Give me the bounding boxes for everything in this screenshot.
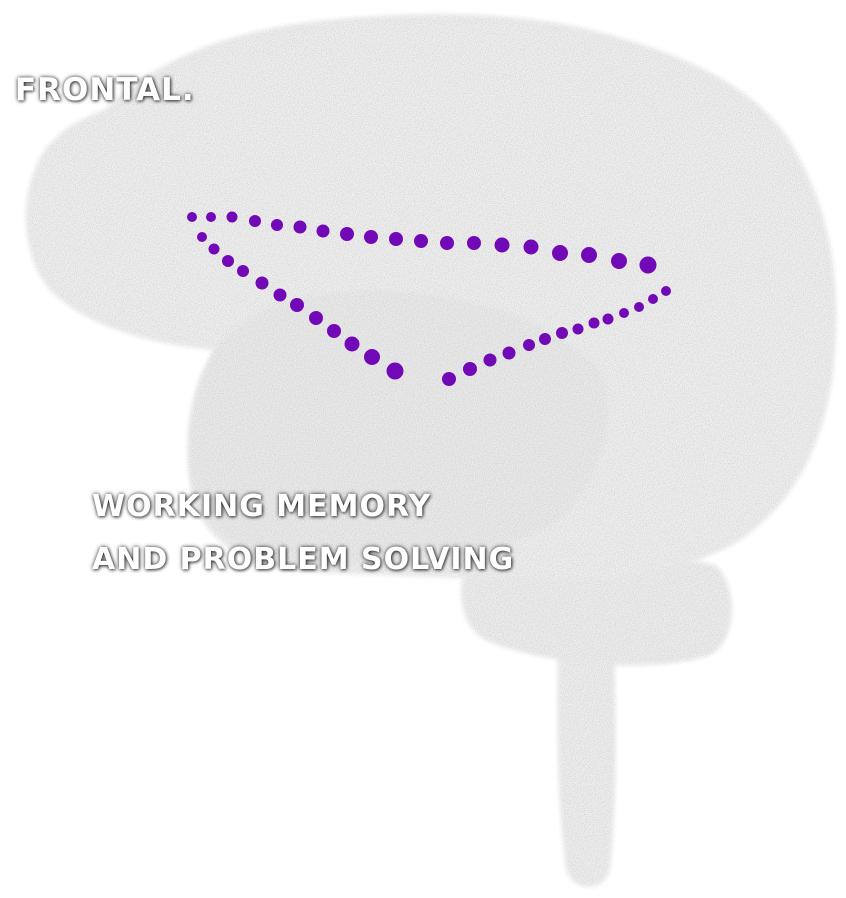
outline-dot <box>316 224 330 238</box>
outline-dot <box>206 212 216 222</box>
outline-dot <box>523 339 535 351</box>
frontal-region-dotted-outline <box>187 211 671 386</box>
outline-dot <box>340 227 354 241</box>
outline-dot <box>639 256 657 274</box>
outline-dot <box>222 255 234 267</box>
outline-dot <box>572 323 584 335</box>
outline-dot <box>619 308 629 318</box>
outline-dot <box>581 247 597 263</box>
outline-dot <box>208 243 220 255</box>
function-label-line-1: WORKING MEMORY <box>92 489 432 524</box>
outline-dot <box>290 298 304 312</box>
temporal-lobe <box>190 290 608 564</box>
outline-dot <box>389 232 403 246</box>
outline-dot <box>271 219 283 231</box>
outline-dot <box>327 324 341 338</box>
outline-dot <box>226 211 238 223</box>
function-label: WORKING MEMORY AND PROBLEM SOLVING <box>92 480 514 586</box>
outline-dot <box>661 286 671 296</box>
outline-dot <box>273 288 287 302</box>
outline-dot <box>588 317 600 329</box>
outline-dot <box>255 276 269 290</box>
outline-dot <box>364 230 378 244</box>
outline-dot <box>309 311 323 325</box>
outline-dot <box>523 239 539 255</box>
outline-dot <box>483 353 497 367</box>
outline-dot <box>364 349 380 365</box>
outline-dot <box>611 253 627 269</box>
outline-dot <box>552 245 568 261</box>
outline-dot <box>187 212 197 222</box>
outline-dot <box>386 362 404 380</box>
outline-dot <box>344 336 360 352</box>
outline-dot <box>442 372 456 386</box>
outline-dot <box>634 302 644 312</box>
function-label-line-2: AND PROBLEM SOLVING <box>92 542 515 577</box>
outline-dot <box>556 327 568 339</box>
region-label: FRONTAL. <box>15 72 195 108</box>
outline-dot <box>414 234 428 248</box>
cerebellum <box>461 551 732 666</box>
outline-dot <box>293 220 307 234</box>
outline-dot <box>440 236 454 250</box>
outline-dot <box>602 313 614 325</box>
outline-dot <box>249 215 261 227</box>
outline-dot <box>467 236 481 250</box>
outline-dot <box>237 265 249 277</box>
outline-dot <box>494 237 510 253</box>
outline-dot <box>463 362 477 376</box>
outline-dot <box>502 346 516 360</box>
brain-stem <box>557 600 616 887</box>
outline-dot <box>648 294 658 304</box>
outline-dot <box>539 333 551 345</box>
outline-dot <box>197 232 207 242</box>
